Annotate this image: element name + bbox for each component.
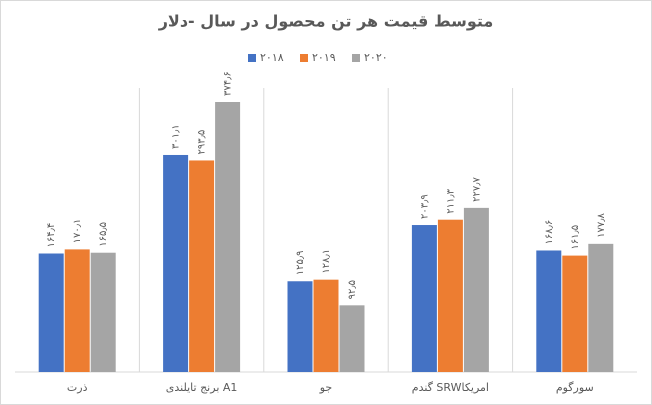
bar — [339, 305, 365, 372]
data-label: ۱۶۸٫۶ — [544, 220, 555, 245]
legend-label: ۲۰۱۸ — [260, 51, 284, 64]
bar — [64, 249, 90, 372]
bar — [588, 243, 614, 372]
legend-swatch — [248, 54, 256, 62]
bar — [536, 250, 562, 372]
data-label: ۳۰۱٫۱ — [171, 124, 182, 149]
legend-swatch — [300, 54, 308, 62]
data-label: ۹۲٫۵ — [347, 280, 358, 299]
data-label: ۱۶۵٫۵ — [98, 222, 109, 247]
data-label: ۲۰۳٫۹ — [419, 194, 430, 219]
legend-label: ۲۰۲۰ — [364, 51, 388, 64]
data-label: ۱۶۴٫۴ — [46, 223, 57, 248]
bar — [437, 219, 463, 372]
x-tick-label: برنج تایلندی A1 — [166, 381, 238, 394]
data-label: ۲۲۷٫۷ — [471, 177, 482, 202]
bar — [215, 102, 241, 372]
data-label: ۱۶۱٫۵ — [570, 225, 581, 250]
x-tick-label: جو — [319, 381, 332, 394]
data-label: ۱۲۸٫۱ — [321, 249, 332, 274]
x-tick-label: ذرت — [67, 381, 88, 394]
data-label: ۳۷۴٫۶ — [223, 71, 234, 96]
bar — [90, 252, 116, 372]
data-label: ۱۷۷٫۸ — [596, 212, 607, 237]
legend-swatch — [352, 54, 360, 62]
bar — [38, 253, 64, 372]
x-tick-label: گندم SRWامریکا — [412, 381, 489, 394]
bar — [562, 255, 588, 372]
bar — [163, 154, 189, 372]
data-label: ۱۷۰٫۱ — [72, 219, 83, 244]
bar — [189, 160, 215, 372]
bar — [411, 225, 437, 372]
chart-title: متوسط قیمت هر تن محصول در سال -دلار — [158, 12, 494, 31]
legend-label: ۲۰۱۹ — [312, 51, 336, 64]
bar — [287, 281, 313, 372]
bar — [463, 207, 489, 372]
x-tick-label: سورگوم — [556, 381, 594, 394]
data-label: ۲۱۱٫۳ — [445, 188, 456, 213]
data-label: ۲۹۳٫۵ — [197, 130, 208, 155]
bar — [313, 279, 339, 372]
data-label: ۱۲۵٫۹ — [295, 251, 306, 276]
